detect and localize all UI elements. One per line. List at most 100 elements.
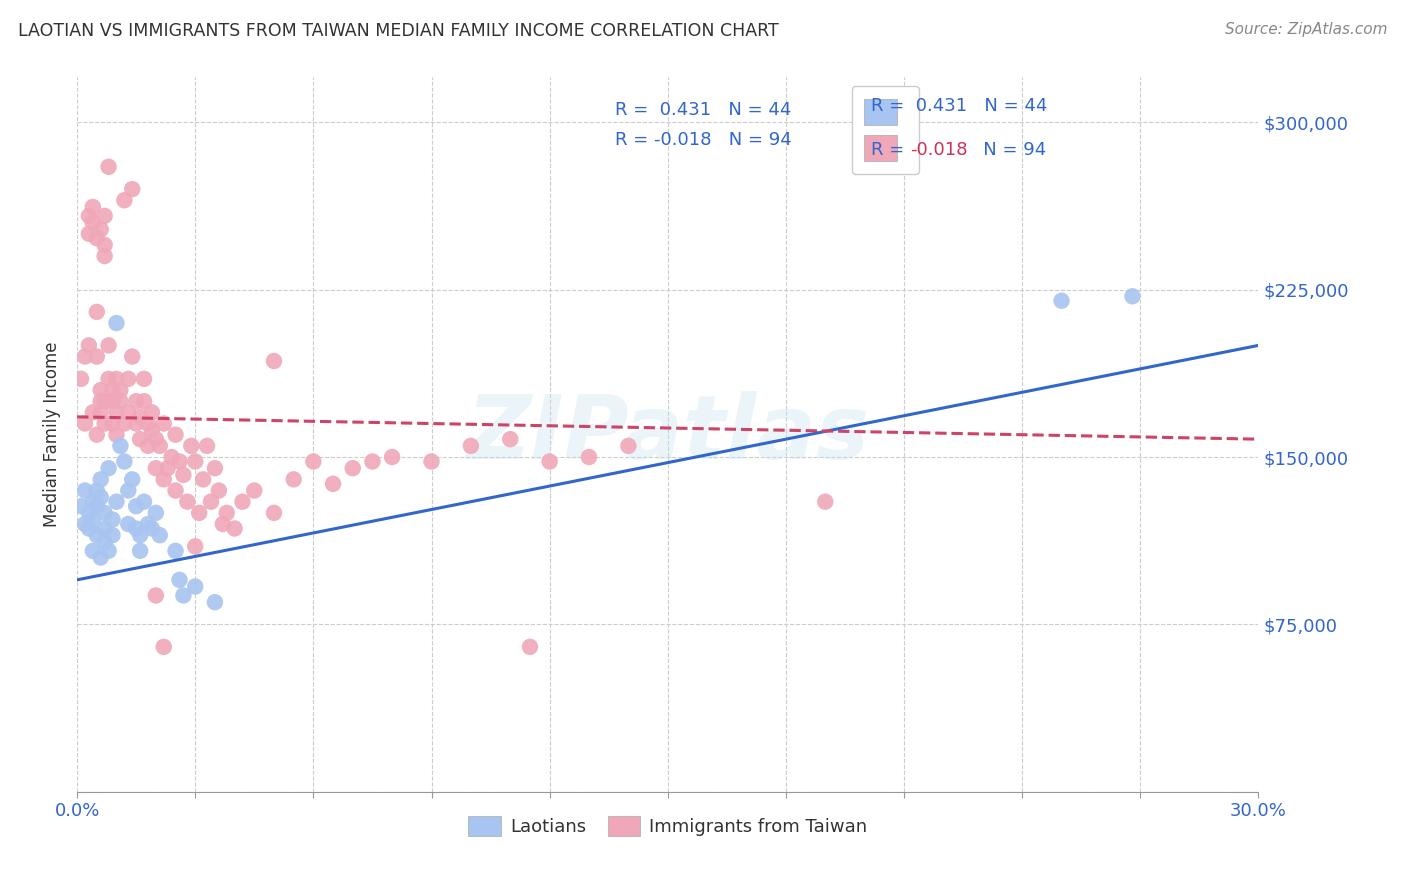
- Point: [77, 227, 100, 241]
- Point: [90, 222, 112, 236]
- Legend: Laotians, Immigrants from Taiwan: Laotians, Immigrants from Taiwan: [461, 808, 875, 844]
- Point: [97, 394, 120, 409]
- Point: [125, 394, 148, 409]
- Y-axis label: Median Family Income: Median Family Income: [44, 342, 60, 527]
- Point: [77, 209, 100, 223]
- Point: [224, 521, 246, 535]
- Point: [86, 231, 108, 245]
- Point: [188, 506, 211, 520]
- Point: [97, 338, 120, 352]
- Point: [112, 454, 135, 468]
- Point: [125, 417, 148, 431]
- Point: [77, 506, 100, 520]
- Point: [152, 640, 174, 654]
- Point: [97, 544, 120, 558]
- Point: [70, 372, 93, 386]
- Point: [121, 350, 143, 364]
- Point: [82, 405, 104, 419]
- Point: [101, 383, 124, 397]
- Point: [73, 483, 96, 498]
- Point: [110, 383, 132, 397]
- Point: [93, 506, 115, 520]
- Point: [101, 417, 124, 431]
- Point: [1121, 289, 1143, 303]
- Point: [420, 454, 443, 468]
- Point: [132, 394, 155, 409]
- Point: [172, 589, 194, 603]
- Point: [77, 521, 100, 535]
- Point: [184, 454, 207, 468]
- Point: [121, 472, 143, 486]
- Point: [141, 521, 163, 535]
- Point: [86, 528, 108, 542]
- Point: [93, 209, 115, 223]
- Point: [90, 405, 112, 419]
- Point: [617, 439, 640, 453]
- Point: [538, 454, 561, 468]
- Point: [499, 432, 522, 446]
- Point: [243, 483, 266, 498]
- Text: R =  0.431   N = 44: R = 0.431 N = 44: [870, 97, 1047, 115]
- Point: [101, 512, 124, 526]
- Point: [180, 439, 202, 453]
- Point: [208, 483, 231, 498]
- Point: [86, 305, 108, 319]
- Point: [117, 483, 139, 498]
- Point: [322, 476, 344, 491]
- Point: [132, 494, 155, 508]
- Point: [283, 472, 305, 486]
- Point: [460, 439, 482, 453]
- Point: [93, 534, 115, 549]
- Point: [93, 417, 115, 431]
- Point: [211, 516, 233, 531]
- Point: [82, 494, 104, 508]
- Point: [117, 516, 139, 531]
- Point: [73, 417, 96, 431]
- Point: [195, 439, 218, 453]
- Point: [519, 640, 541, 654]
- Point: [172, 467, 194, 482]
- Point: [90, 383, 112, 397]
- Point: [141, 423, 163, 437]
- Point: [86, 483, 108, 498]
- Point: [101, 394, 124, 409]
- Point: [145, 432, 167, 446]
- Point: [105, 316, 128, 330]
- Point: [160, 450, 183, 464]
- Text: LAOTIAN VS IMMIGRANTS FROM TAIWAN MEDIAN FAMILY INCOME CORRELATION CHART: LAOTIAN VS IMMIGRANTS FROM TAIWAN MEDIAN…: [18, 22, 779, 40]
- Point: [169, 454, 191, 468]
- Point: [814, 494, 837, 508]
- Text: N = 94: N = 94: [966, 141, 1046, 159]
- Point: [302, 454, 325, 468]
- Point: [117, 405, 139, 419]
- Point: [204, 461, 226, 475]
- Point: [165, 544, 187, 558]
- Point: [101, 528, 124, 542]
- Point: [231, 494, 253, 508]
- Point: [129, 544, 152, 558]
- Text: R =: R =: [870, 141, 910, 159]
- Point: [169, 573, 191, 587]
- Point: [191, 472, 214, 486]
- Point: [73, 350, 96, 364]
- Point: [90, 472, 112, 486]
- Point: [93, 249, 115, 263]
- Point: [132, 372, 155, 386]
- Point: [145, 589, 167, 603]
- Point: [381, 450, 404, 464]
- Point: [93, 238, 115, 252]
- Point: [578, 450, 600, 464]
- Point: [73, 516, 96, 531]
- Point: [149, 528, 172, 542]
- Point: [86, 427, 108, 442]
- Point: [149, 439, 172, 453]
- Point: [82, 544, 104, 558]
- Text: Source: ZipAtlas.com: Source: ZipAtlas.com: [1225, 22, 1388, 37]
- Point: [136, 439, 159, 453]
- Point: [361, 454, 384, 468]
- Text: ZIPatlas: ZIPatlas: [467, 392, 869, 478]
- Point: [112, 417, 135, 431]
- Point: [165, 483, 187, 498]
- Point: [97, 461, 120, 475]
- Point: [105, 427, 128, 442]
